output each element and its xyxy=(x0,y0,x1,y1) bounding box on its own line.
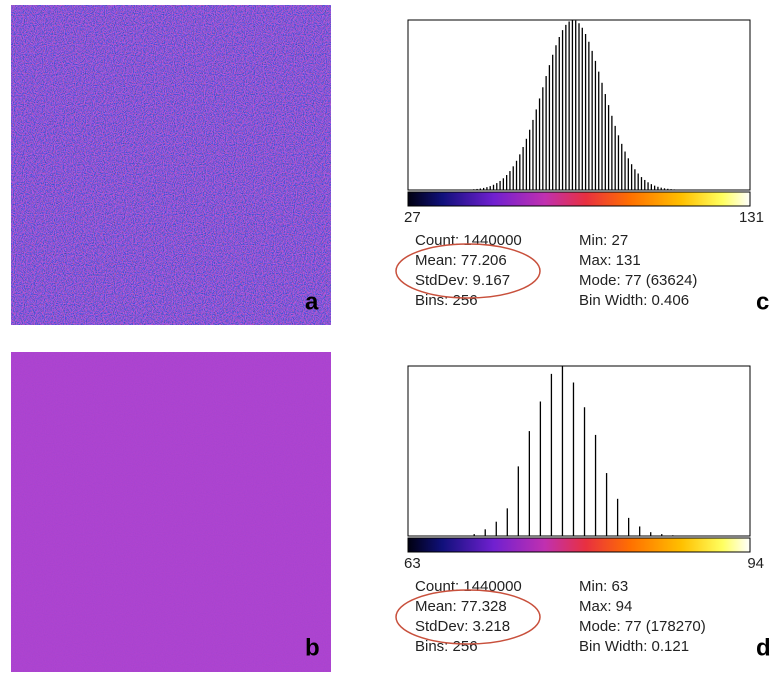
stat-text: Bins: 256 xyxy=(415,638,478,655)
stat-text: Min: 27 xyxy=(579,232,628,249)
histogram-frame xyxy=(407,365,751,537)
stat-text: Bin Width: 0.406 xyxy=(579,292,689,309)
stat-text: Count: 1440000 xyxy=(415,232,522,249)
image-a xyxy=(11,5,331,325)
highlight-ellipse xyxy=(395,589,541,645)
stat-text: Bin Width: 0.121 xyxy=(579,638,689,655)
stat-text: Max: 131 xyxy=(579,252,641,269)
panel-label: c xyxy=(756,288,769,315)
stat-text: Bins: 256 xyxy=(415,292,478,309)
stat-text: Mean: 77.328 xyxy=(415,598,507,615)
colorbar xyxy=(407,537,751,553)
panel-label: b xyxy=(305,634,320,661)
stat-text: Mean: 77.206 xyxy=(415,252,507,269)
axis-min-label: 63 xyxy=(404,555,421,572)
colorbar xyxy=(407,191,751,207)
panel-label: a xyxy=(305,288,319,315)
stat-text: Count: 1440000 xyxy=(415,578,522,595)
highlight-ellipse xyxy=(395,243,541,299)
stat-text: Max: 94 xyxy=(579,598,632,615)
axis-max-label: 131 xyxy=(739,209,764,226)
panel-label: d xyxy=(756,634,771,661)
stat-text: Mode: 77 (63624) xyxy=(579,272,697,289)
stat-text: Min: 63 xyxy=(579,578,628,595)
image-b xyxy=(11,352,331,672)
stat-text: StdDev: 3.218 xyxy=(415,618,510,635)
stat-text: StdDev: 9.167 xyxy=(415,272,510,289)
axis-min-label: 27 xyxy=(404,209,421,226)
axis-max-label: 94 xyxy=(747,555,764,572)
stat-text: Mode: 77 (178270) xyxy=(579,618,706,635)
